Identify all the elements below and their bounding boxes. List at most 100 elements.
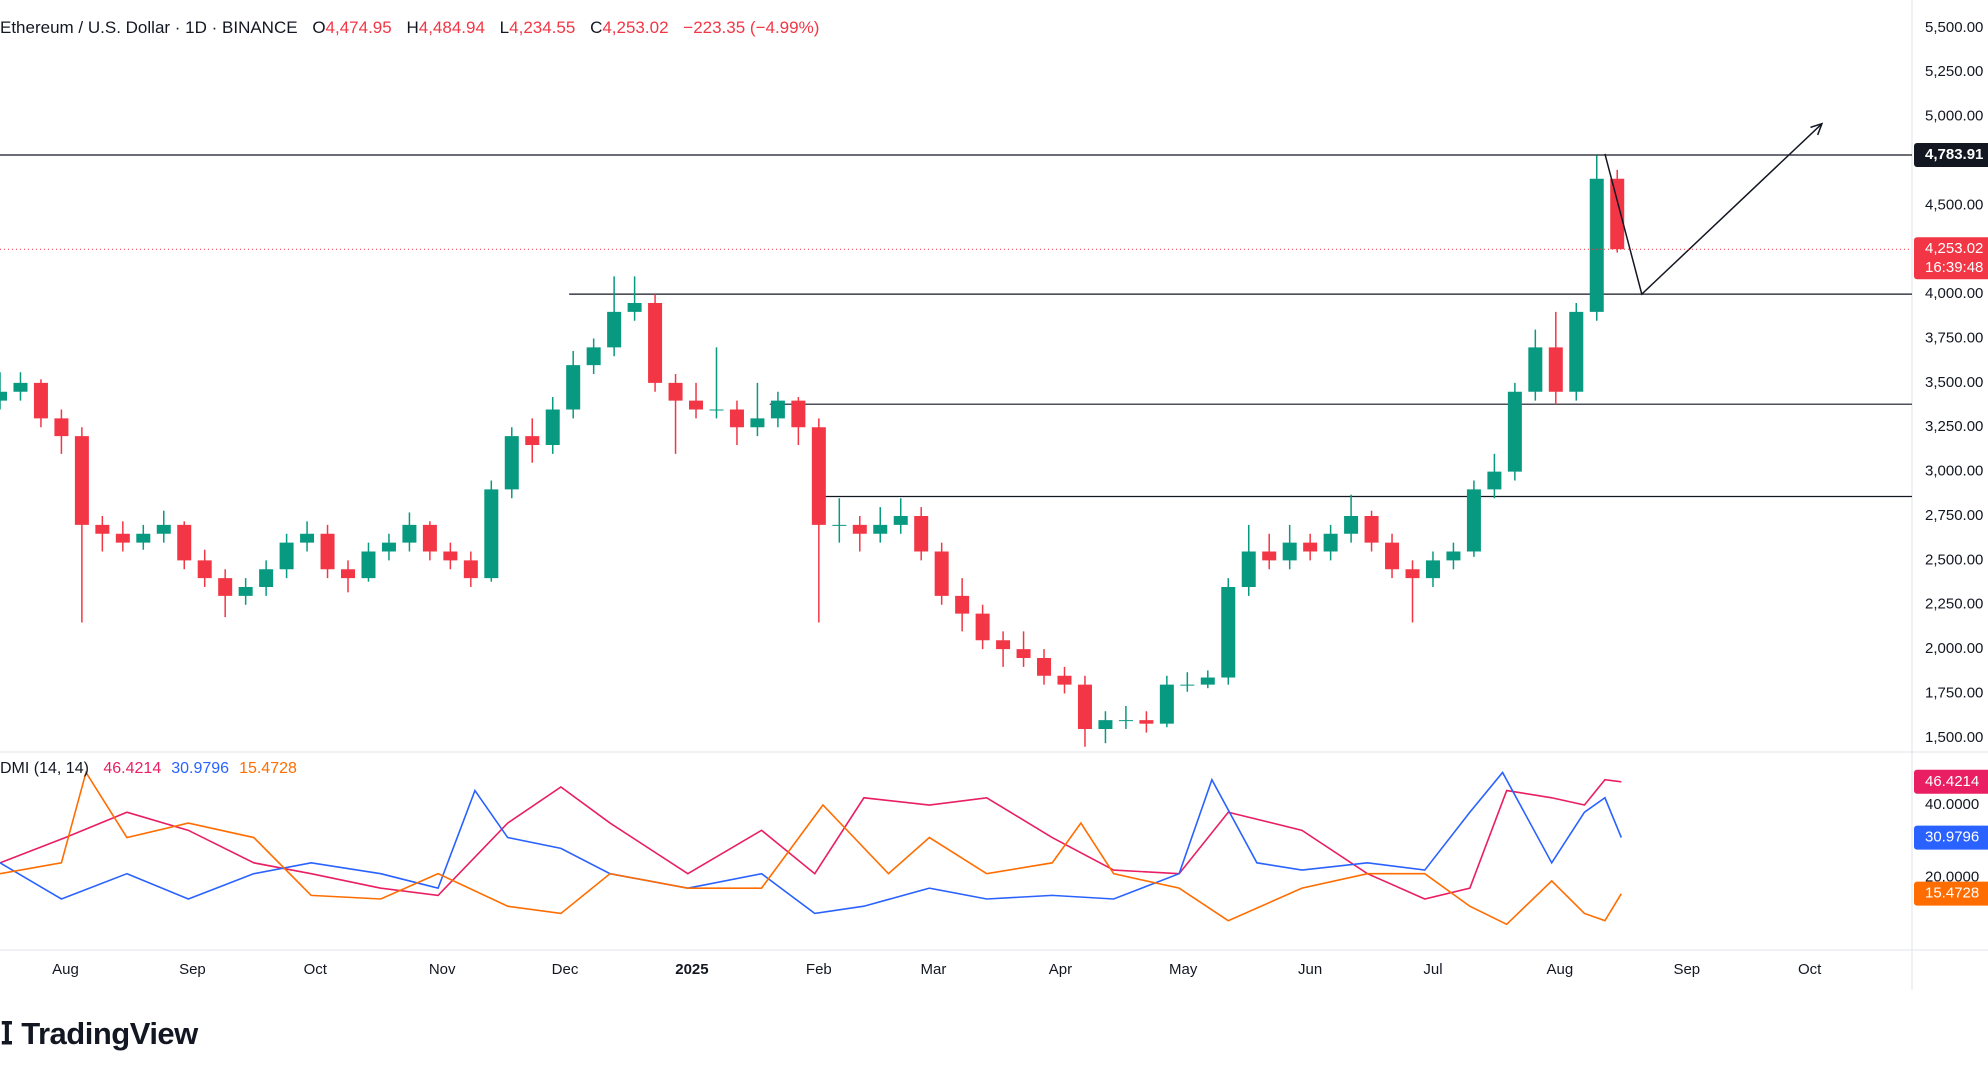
y-tick-label: 3,500.00 bbox=[1925, 374, 1983, 391]
x-tick-label: Jun bbox=[1298, 961, 1322, 978]
candle-body bbox=[1303, 542, 1318, 552]
candle-body bbox=[1200, 677, 1215, 685]
candle-body bbox=[1118, 720, 1133, 722]
candle-body bbox=[54, 418, 69, 437]
candle-body bbox=[1180, 684, 1195, 686]
y-tick-label: 3,750.00 bbox=[1925, 329, 1983, 346]
candle-body bbox=[1446, 551, 1461, 561]
close-value: 4,253.02 bbox=[602, 18, 669, 37]
y-tick-label: 2,750.00 bbox=[1925, 507, 1983, 524]
candle-body bbox=[422, 524, 437, 552]
candle-body bbox=[259, 569, 274, 588]
dmi-value-box bbox=[1914, 825, 1988, 850]
candle-body bbox=[750, 418, 765, 428]
x-tick-label: Oct bbox=[304, 961, 328, 978]
dmi-line bbox=[0, 778, 1622, 900]
countdown: 16:39:48 bbox=[1925, 259, 1983, 276]
x-tick-label: Jul bbox=[1423, 961, 1442, 978]
candle-body bbox=[1221, 587, 1236, 678]
candle-body bbox=[955, 595, 970, 614]
candle-body bbox=[525, 436, 540, 446]
y-tick-label: 1,500.00 bbox=[1925, 729, 1983, 746]
x-tick-label: Aug bbox=[52, 961, 79, 978]
dmi-value-label: 46.4214 bbox=[1925, 773, 1979, 790]
candle-body bbox=[1528, 347, 1543, 392]
candle-body bbox=[934, 551, 949, 596]
candle-body bbox=[361, 551, 376, 579]
dmi-legend-value: 30.9796 bbox=[171, 760, 230, 777]
candle-body bbox=[238, 587, 253, 596]
low-value: 4,234.55 bbox=[509, 18, 576, 37]
y-tick-label: 40.0000 bbox=[1925, 796, 1979, 813]
candle-body bbox=[279, 542, 294, 570]
candle-body bbox=[320, 533, 335, 570]
x-tick-label: May bbox=[1169, 961, 1198, 978]
candle-body bbox=[1548, 347, 1563, 392]
candle-body bbox=[975, 613, 990, 641]
candle-body bbox=[1425, 560, 1440, 579]
y-tick-label: 5,000.00 bbox=[1925, 108, 1983, 125]
dmi-line bbox=[0, 770, 1622, 926]
candle-body bbox=[218, 578, 233, 596]
trend-drawing bbox=[1604, 123, 1823, 296]
candle-body bbox=[177, 524, 192, 561]
x-tick-label: Dec bbox=[552, 961, 579, 978]
candle-body bbox=[1364, 516, 1379, 543]
candle-body bbox=[709, 409, 724, 411]
y-tick-label: 3,000.00 bbox=[1925, 463, 1983, 480]
candle-body bbox=[341, 569, 356, 579]
candle-body bbox=[115, 533, 130, 543]
y-tick-label: 3,250.00 bbox=[1925, 418, 1983, 435]
x-tick-label: Mar bbox=[921, 961, 947, 978]
candle-body bbox=[852, 524, 867, 534]
candle-body bbox=[811, 427, 826, 525]
candle-body bbox=[873, 524, 888, 534]
logo-mark: 𝖨 bbox=[0, 1016, 14, 1051]
candle-body bbox=[1466, 489, 1481, 552]
candle-body bbox=[1385, 542, 1400, 570]
candle-body bbox=[893, 516, 908, 525]
dmi-value-label: 15.4728 bbox=[1925, 885, 1979, 902]
x-tick-label: Oct bbox=[1798, 961, 1822, 978]
candle-body bbox=[770, 400, 785, 419]
candle-body bbox=[566, 365, 581, 410]
candle-body bbox=[1241, 551, 1256, 588]
candle-body bbox=[1159, 684, 1174, 724]
x-tick-label: 2025 bbox=[675, 961, 708, 978]
candle-body bbox=[13, 382, 28, 392]
candle-body bbox=[1037, 658, 1052, 676]
candle-body bbox=[791, 400, 806, 428]
high-value: 4,484.94 bbox=[418, 18, 485, 37]
candle-body bbox=[545, 409, 560, 446]
candle-body bbox=[607, 311, 622, 348]
x-tick-label: Apr bbox=[1049, 961, 1072, 978]
candle-body bbox=[996, 640, 1011, 650]
candle-body bbox=[1487, 471, 1502, 490]
y-tick-label: 5,250.00 bbox=[1925, 63, 1983, 80]
candle-body bbox=[1282, 542, 1297, 561]
symbol-header: Ethereum / U.S. Dollar · 1D · BINANCE O4… bbox=[0, 18, 819, 38]
dmi-line bbox=[0, 771, 1623, 915]
open-key: O bbox=[312, 18, 326, 37]
candle-body bbox=[586, 347, 601, 366]
y-tick-label: 20.0000 bbox=[1925, 868, 1979, 885]
x-tick-label: Feb bbox=[806, 961, 832, 978]
level-label: 4,783.91 bbox=[1925, 146, 1983, 163]
candle-body bbox=[156, 524, 171, 534]
y-tick-label: 2,000.00 bbox=[1925, 640, 1983, 657]
candle-body bbox=[484, 489, 499, 579]
candle-body bbox=[1057, 675, 1072, 685]
y-tick-label: 2,500.00 bbox=[1925, 551, 1983, 568]
y-tick-label: 4,000.00 bbox=[1925, 285, 1983, 302]
y-tick-label: 5,500.00 bbox=[1925, 19, 1983, 36]
y-tick-label: 4,500.00 bbox=[1925, 196, 1983, 213]
dmi-legend-value: 46.4214 bbox=[103, 760, 162, 777]
candle-body bbox=[1077, 684, 1092, 730]
x-tick-label: Nov bbox=[429, 961, 456, 978]
candle-body bbox=[1323, 533, 1338, 552]
x-tick-label: Aug bbox=[1547, 961, 1574, 978]
x-tick-label: Sep bbox=[179, 961, 206, 978]
